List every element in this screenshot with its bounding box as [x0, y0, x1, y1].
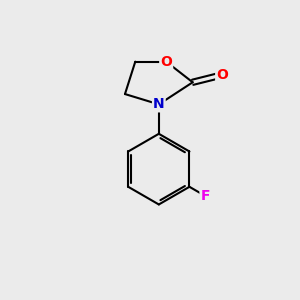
Text: O: O [216, 68, 228, 82]
Text: F: F [200, 189, 210, 203]
Text: N: N [153, 98, 165, 111]
Text: O: O [160, 55, 172, 69]
